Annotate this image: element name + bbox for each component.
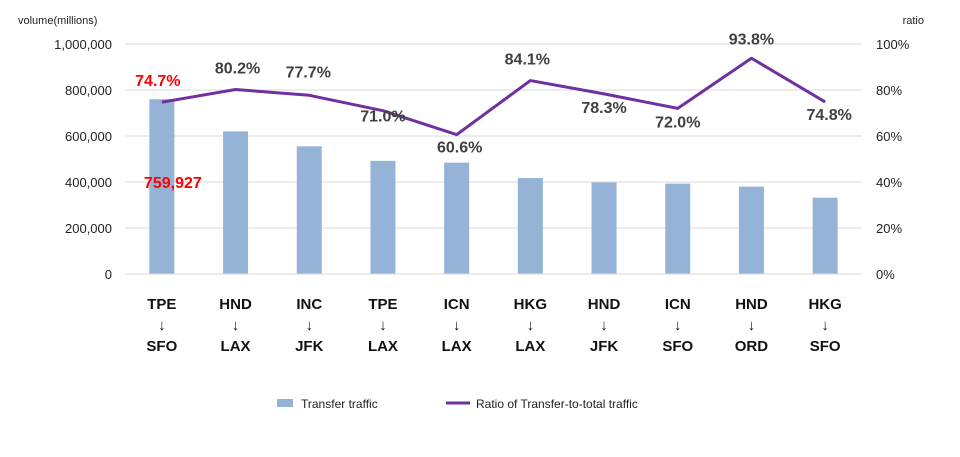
line-series [161, 56, 826, 137]
right-tick-label: 100% [876, 37, 910, 52]
x-tick-label: ↓ [748, 317, 756, 334]
x-tick-label: LAX [221, 338, 251, 355]
left-tick-label: 800,000 [65, 83, 112, 98]
axes: 0 200,000 400,000 600,000 800,000 1,000,000 0%… [54, 37, 910, 355]
right-axis-title: ratio [903, 15, 924, 27]
x-tick-label: ↓ [674, 317, 682, 334]
x-tick-label: JFK [590, 338, 619, 355]
bar [223, 131, 249, 274]
ratio-data-label: 80.2% [215, 61, 260, 78]
left-tick-label: 600,000 [65, 129, 112, 144]
x-tick-label: HND [219, 296, 252, 313]
right-tick-label: 60% [876, 129, 902, 144]
x-tick-label: ↓ [158, 317, 166, 334]
ratio-data-label: 71.0% [360, 109, 405, 126]
ratio-data-label: 78.3% [581, 100, 626, 117]
left-axis-title: volume(millions) [18, 15, 97, 27]
x-tick-label: HKG [808, 296, 841, 313]
bar [812, 197, 838, 274]
ratio-data-label: 72.0% [655, 114, 700, 131]
legend: Transfer traffic Ratio of Transfer-to-to… [277, 397, 638, 411]
right-tick-label: 20% [876, 221, 902, 236]
x-tick-label: ↓ [821, 317, 829, 334]
x-tick-label: TPE [368, 296, 397, 313]
legend-label-bar: Transfer traffic [301, 397, 378, 411]
x-tick-label: ↓ [453, 317, 461, 334]
x-tick-label: INC [296, 296, 322, 313]
ratio-data-label: 93.8% [729, 31, 774, 48]
bar [149, 99, 175, 274]
x-tick-label: LAX [368, 338, 398, 355]
bar [296, 146, 322, 274]
x-tick-label: ICN [444, 296, 470, 313]
bar [517, 178, 543, 274]
x-tick-label: ↓ [600, 317, 608, 334]
bar [370, 160, 396, 274]
ratio-data-label: 74.7% [135, 73, 180, 90]
ratio-data-label: 74.8% [806, 107, 851, 124]
x-tick-label: LAX [442, 338, 472, 355]
x-tick-label: LAX [515, 338, 545, 355]
bar [591, 182, 617, 274]
x-tick-label: JFK [295, 338, 324, 355]
x-tick-label: SFO [810, 338, 841, 355]
data-labels: 74.7% 80.2% 77.7% 71.0% 60.6% 84.1% 78.3% 72.0%… [135, 31, 852, 192]
ratio-data-label: 60.6% [437, 140, 482, 157]
x-tick-label: TPE [147, 296, 176, 313]
bar [665, 183, 691, 274]
x-tick-label: ↓ [306, 317, 314, 334]
bar-series [149, 99, 838, 274]
x-tick-label: ORD [735, 338, 769, 355]
left-tick-label: 0 [105, 267, 112, 282]
x-tick-label: ↓ [232, 317, 240, 334]
x-tick-label: ↓ [379, 317, 387, 334]
legend-label-line: Ratio of Transfer-to-total traffic [476, 397, 638, 411]
ratio-line [161, 56, 826, 137]
ratio-data-label: 84.1% [505, 52, 550, 69]
bar [444, 162, 470, 274]
legend-swatch-bar [277, 399, 293, 407]
bar-value-label: 759,927 [144, 175, 202, 192]
x-tick-label: SFO [662, 338, 693, 355]
left-tick-label: 1,000,000 [54, 37, 112, 52]
x-tick-label: HND [588, 296, 621, 313]
right-tick-label: 0% [876, 267, 895, 282]
x-tick-label: HKG [514, 296, 547, 313]
x-tick-label: ICN [665, 296, 691, 313]
left-tick-label: 400,000 [65, 175, 112, 190]
x-tick-label: ↓ [527, 317, 535, 334]
x-tick-label: HND [735, 296, 768, 313]
x-tick-label: SFO [146, 338, 177, 355]
right-tick-label: 40% [876, 175, 902, 190]
bar [738, 186, 764, 274]
ratio-data-label: 77.7% [286, 64, 331, 81]
right-tick-label: 80% [876, 83, 902, 98]
left-tick-label: 200,000 [65, 221, 112, 236]
